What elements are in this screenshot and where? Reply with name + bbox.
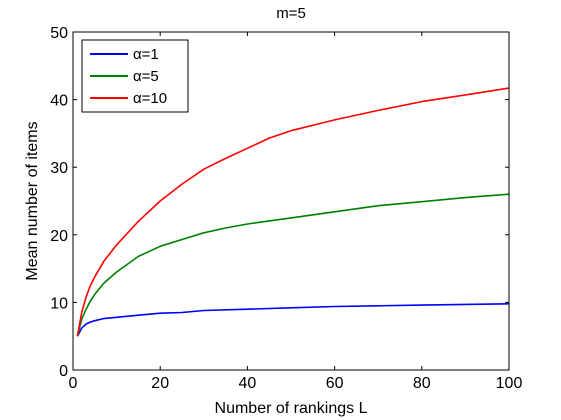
- x-tick-label: 60: [326, 375, 344, 392]
- plot-frame: [72, 31, 510, 371]
- series-line-1: [76, 193, 510, 337]
- y-tick-label: 20: [50, 228, 68, 245]
- y-tick-label: 50: [50, 25, 68, 42]
- y-tick-label: 10: [50, 295, 68, 312]
- legend-label-0: α=1: [133, 46, 159, 63]
- y-tick-label: 40: [50, 93, 68, 110]
- x-tick-label: 100: [496, 375, 523, 392]
- axis-ticks: 0 20 40 60 80 100 0 10 20 30 40 50: [50, 25, 522, 392]
- x-tick-label: 0: [69, 375, 78, 392]
- legend-label-1: α=5: [133, 68, 159, 85]
- legend-label-2: α=10: [133, 90, 167, 107]
- series-lines: [76, 87, 510, 337]
- x-tick-label: 80: [413, 375, 431, 392]
- legend: α=1 α=5 α=10: [81, 39, 189, 113]
- series-line-2: [76, 87, 510, 337]
- series-line-0: [76, 303, 510, 337]
- x-axis-label: Number of rankings L: [215, 400, 368, 417]
- y-axis-label: Mean number of items: [24, 121, 41, 280]
- x-tick-label: 20: [151, 375, 169, 392]
- x-tick-label: 40: [239, 375, 257, 392]
- y-tick-label: 0: [59, 363, 68, 380]
- y-tick-label: 30: [50, 160, 68, 177]
- chart-title: m=5: [276, 5, 306, 22]
